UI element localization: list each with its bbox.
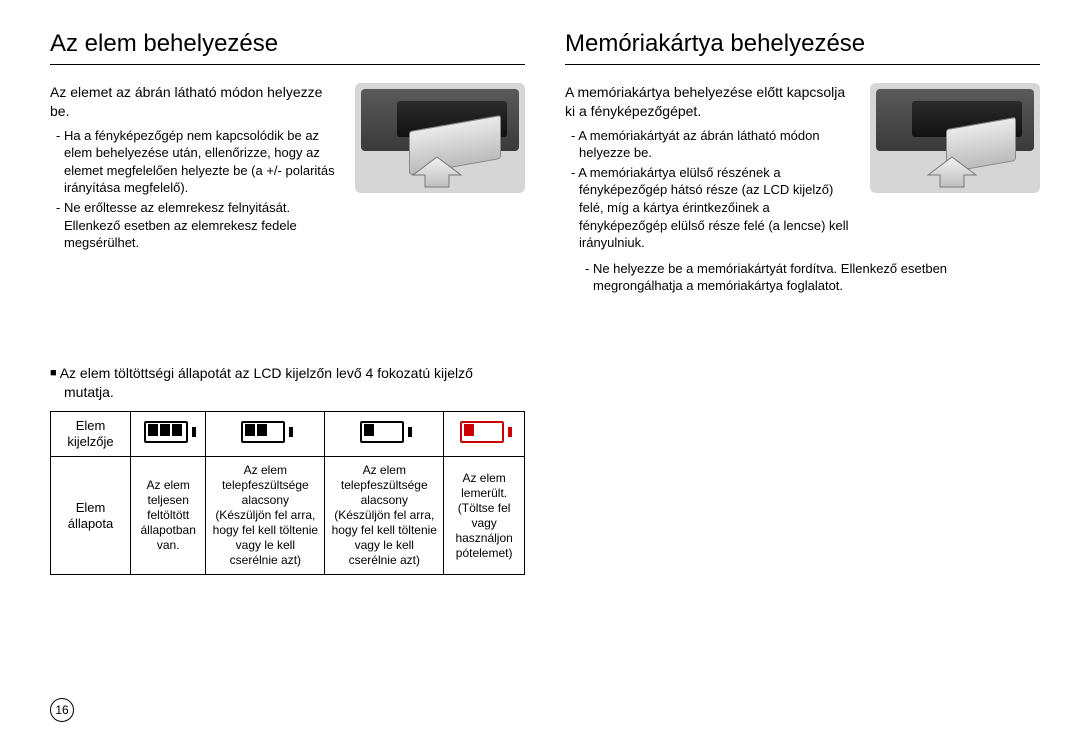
arrow-up-icon xyxy=(407,155,467,189)
right-column: Memóriakártya behelyezése A memóriakárty… xyxy=(565,30,1040,575)
row-header: Elem állapota xyxy=(51,457,131,575)
battery-icon-cell xyxy=(325,411,444,457)
left-column: Az elem behelyezése Az elemet az ábrán l… xyxy=(50,30,525,575)
page-number: 16 xyxy=(50,698,74,722)
status-cell: Az elem telepfeszültsége alacsony (Készü… xyxy=(206,457,325,575)
memorycard-insert-figure xyxy=(870,83,1040,193)
right-title: Memóriakártya behelyezése xyxy=(565,30,1040,65)
status-cell: Az elem lemerült. (Töltse fel vagy haszn… xyxy=(444,457,525,575)
table-row: Elem kijelzője xyxy=(51,411,525,457)
battery-icon-cell xyxy=(444,411,525,457)
left-intro-row: Az elemet az ábrán látható módon helyezz… xyxy=(50,83,525,254)
left-title: Az elem behelyezése xyxy=(50,30,525,65)
table-row: Elem állapota Az elem teljesen feltöltöt… xyxy=(51,457,525,575)
battery-insert-figure xyxy=(355,83,525,193)
left-intro: Az elemet az ábrán látható módon helyezz… xyxy=(50,83,343,121)
right-intro: A memóriakártya behelyezése előtt kapcso… xyxy=(565,83,858,121)
row-header: Elem kijelzője xyxy=(51,411,131,457)
status-cell: Az elem telepfeszültsége alacsony (Készü… xyxy=(325,457,444,575)
right-intro-row: A memóriakártya behelyezése előtt kapcso… xyxy=(565,83,1040,254)
battery-one-third-icon xyxy=(360,421,408,443)
battery-icon-cell xyxy=(131,411,206,457)
battery-full-icon xyxy=(144,421,192,443)
left-intro-text: Az elemet az ábrán látható módon helyezz… xyxy=(50,83,343,254)
battery-status-table: Elem kijelzője xyxy=(50,411,525,576)
left-bullets: Ha a fényképezőgép nem kapcsolódik be az… xyxy=(50,127,343,252)
status-cell: Az elem teljesen feltöltött állapotban v… xyxy=(131,457,206,575)
right-intro-text: A memóriakártya behelyezése előtt kapcso… xyxy=(565,83,858,254)
battery-two-thirds-icon xyxy=(241,421,289,443)
right-bullet: Ne helyezze be a memóriakártyát fordítva… xyxy=(593,260,1040,295)
battery-empty-red-icon xyxy=(460,421,508,443)
left-bullet: Ne erőltesse az elemrekesz felnyitását. … xyxy=(64,199,343,252)
right-bullets-cont: Ne helyezze be a memóriakártyát fordítva… xyxy=(565,260,1040,295)
right-bullet: A memóriakártyát az ábrán látható módon … xyxy=(579,127,858,162)
right-bullets: A memóriakártyát az ábrán látható módon … xyxy=(565,127,858,252)
arrow-up-icon xyxy=(922,155,982,189)
left-bullet: Ha a fényképezőgép nem kapcsolódik be az… xyxy=(64,127,343,197)
left-note: Az elem töltöttségi állapotát az LCD kij… xyxy=(50,364,525,403)
battery-icon-cell xyxy=(206,411,325,457)
right-bullet: A memóriakártya elülső részének a fényké… xyxy=(579,164,858,252)
